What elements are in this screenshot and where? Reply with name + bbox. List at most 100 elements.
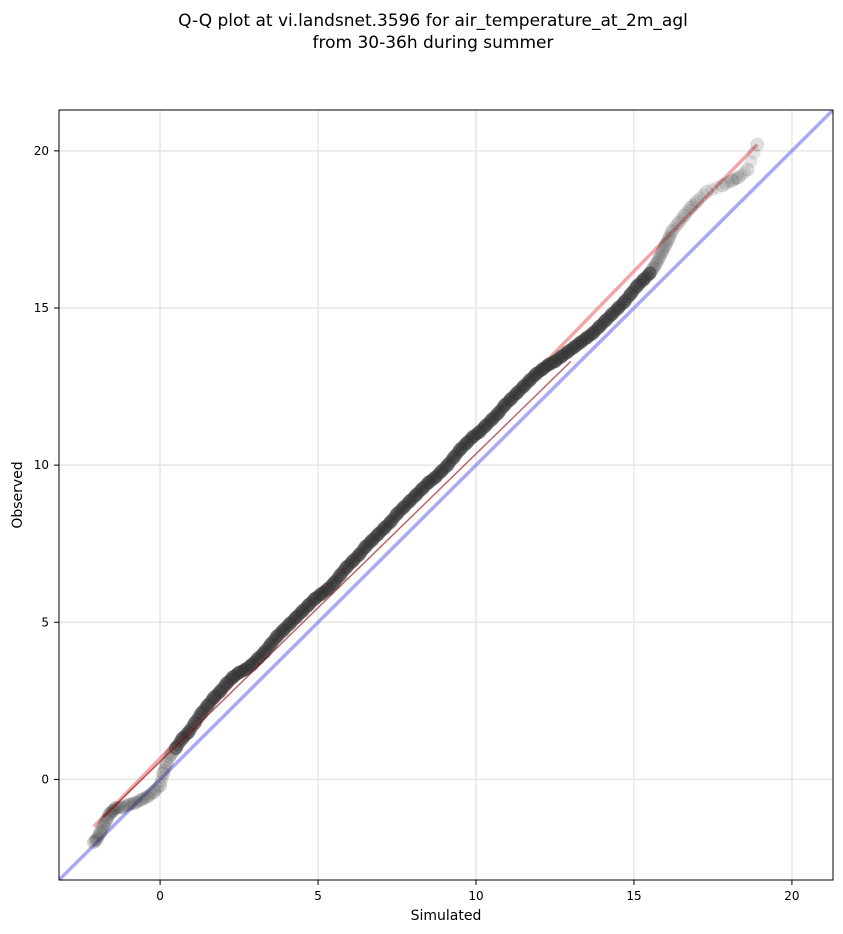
quantile-point [654,247,668,261]
quantile-point [675,211,689,225]
x-tick-label: 5 [314,889,322,903]
x-tick-label: 20 [784,889,799,903]
quantile-point [149,783,163,797]
quantile-point [94,824,108,838]
quantile-point [688,196,702,210]
quantile-point [727,173,741,187]
quantile-point [108,800,123,815]
trend-line [102,360,572,818]
quantile-point [653,249,667,263]
quantile-points [86,137,765,850]
quantile-point [92,828,106,842]
quantile-point [163,750,177,764]
quantile-point [126,797,140,811]
quantile-point [645,261,660,276]
quantile-point [652,250,667,265]
quantile-point [658,240,672,254]
quantile-point [734,168,748,182]
quantile-point [145,787,159,801]
quantile-point [158,760,172,774]
y-axis-label: Observed [10,461,26,528]
quantile-point [91,830,105,844]
quantile-point [140,789,155,804]
quantile-point [673,214,687,228]
quantile-point [96,819,111,834]
quantile-point [671,216,686,231]
quantile-point [108,802,122,816]
quantile-point [731,170,746,185]
quantile-point [86,835,101,850]
y-tick-label: 10 [34,458,49,472]
quantile-point [680,206,694,220]
quantile-point [650,255,664,269]
y-tick-label: 20 [34,144,49,158]
quantile-point [750,137,765,152]
quantile-point [89,832,104,847]
trend [102,360,572,818]
quantile-point [686,198,700,212]
quantile-point [121,797,136,812]
quantile-point [677,208,692,223]
quantile-point [88,834,102,848]
quantile-point [111,801,125,815]
quantile-point [744,154,758,168]
quantile-point [119,799,133,813]
y-tick-label: 5 [41,615,49,629]
plot-frame [58,109,834,881]
quantile-point [143,788,157,802]
y-axis: 0 5 10 15 20 [34,144,59,786]
quantile-point [104,806,118,820]
quantile-point [105,803,120,818]
quantile-point [715,178,730,193]
quantile-point [642,266,657,281]
quantile-point [649,257,664,271]
quantile-point [663,229,677,243]
quantile-point [181,725,196,740]
quantile-point [722,175,736,189]
quantile-point [719,177,733,191]
quantile-point [93,825,108,840]
quantile-point [157,763,171,777]
quantile-point [155,770,169,784]
quantile-point [648,259,662,273]
quantile-point [658,238,673,253]
quantile-point [136,792,150,806]
y-tick-label: 0 [41,772,49,786]
grid [59,110,833,880]
quantile-point [690,194,705,209]
quantile-point [168,741,183,755]
quantile-point [132,794,146,808]
chart-subtitle: from 30-36h during summer [313,33,554,53]
quantile-point [156,766,171,781]
quantile-point [107,803,121,817]
x-axis-label: Simulated [411,908,482,924]
quantile-point [146,785,161,799]
chart-title: Q-Q plot at vi.landsnet.3596 for air_tem… [178,11,688,31]
quantile-point [693,191,707,205]
reference-line [59,110,833,880]
quantile-point [729,172,743,186]
quantile-point [644,265,658,279]
quantile-point [664,224,679,238]
quantile-point [705,183,719,197]
quantile-point [151,781,165,795]
quantile-point [95,822,109,836]
quantile-point [651,253,665,267]
quantile-point [115,800,130,815]
quantile-point [98,815,112,829]
quantile-point [724,173,739,188]
quantile-point [105,805,119,819]
quantile-point [660,236,674,250]
quantile-point [102,807,117,821]
quantile-point [101,809,115,823]
quantile-point [134,792,149,807]
quantile-point [710,181,724,195]
quantile-point [682,203,696,217]
quantile-point [661,234,675,248]
quantile-point [645,263,659,277]
quantile-point [159,756,174,771]
quantile-point [117,800,131,814]
x-axis: 0 5 10 15 20 [156,880,800,903]
quantile-point [127,796,142,810]
quantile-point [655,244,670,259]
